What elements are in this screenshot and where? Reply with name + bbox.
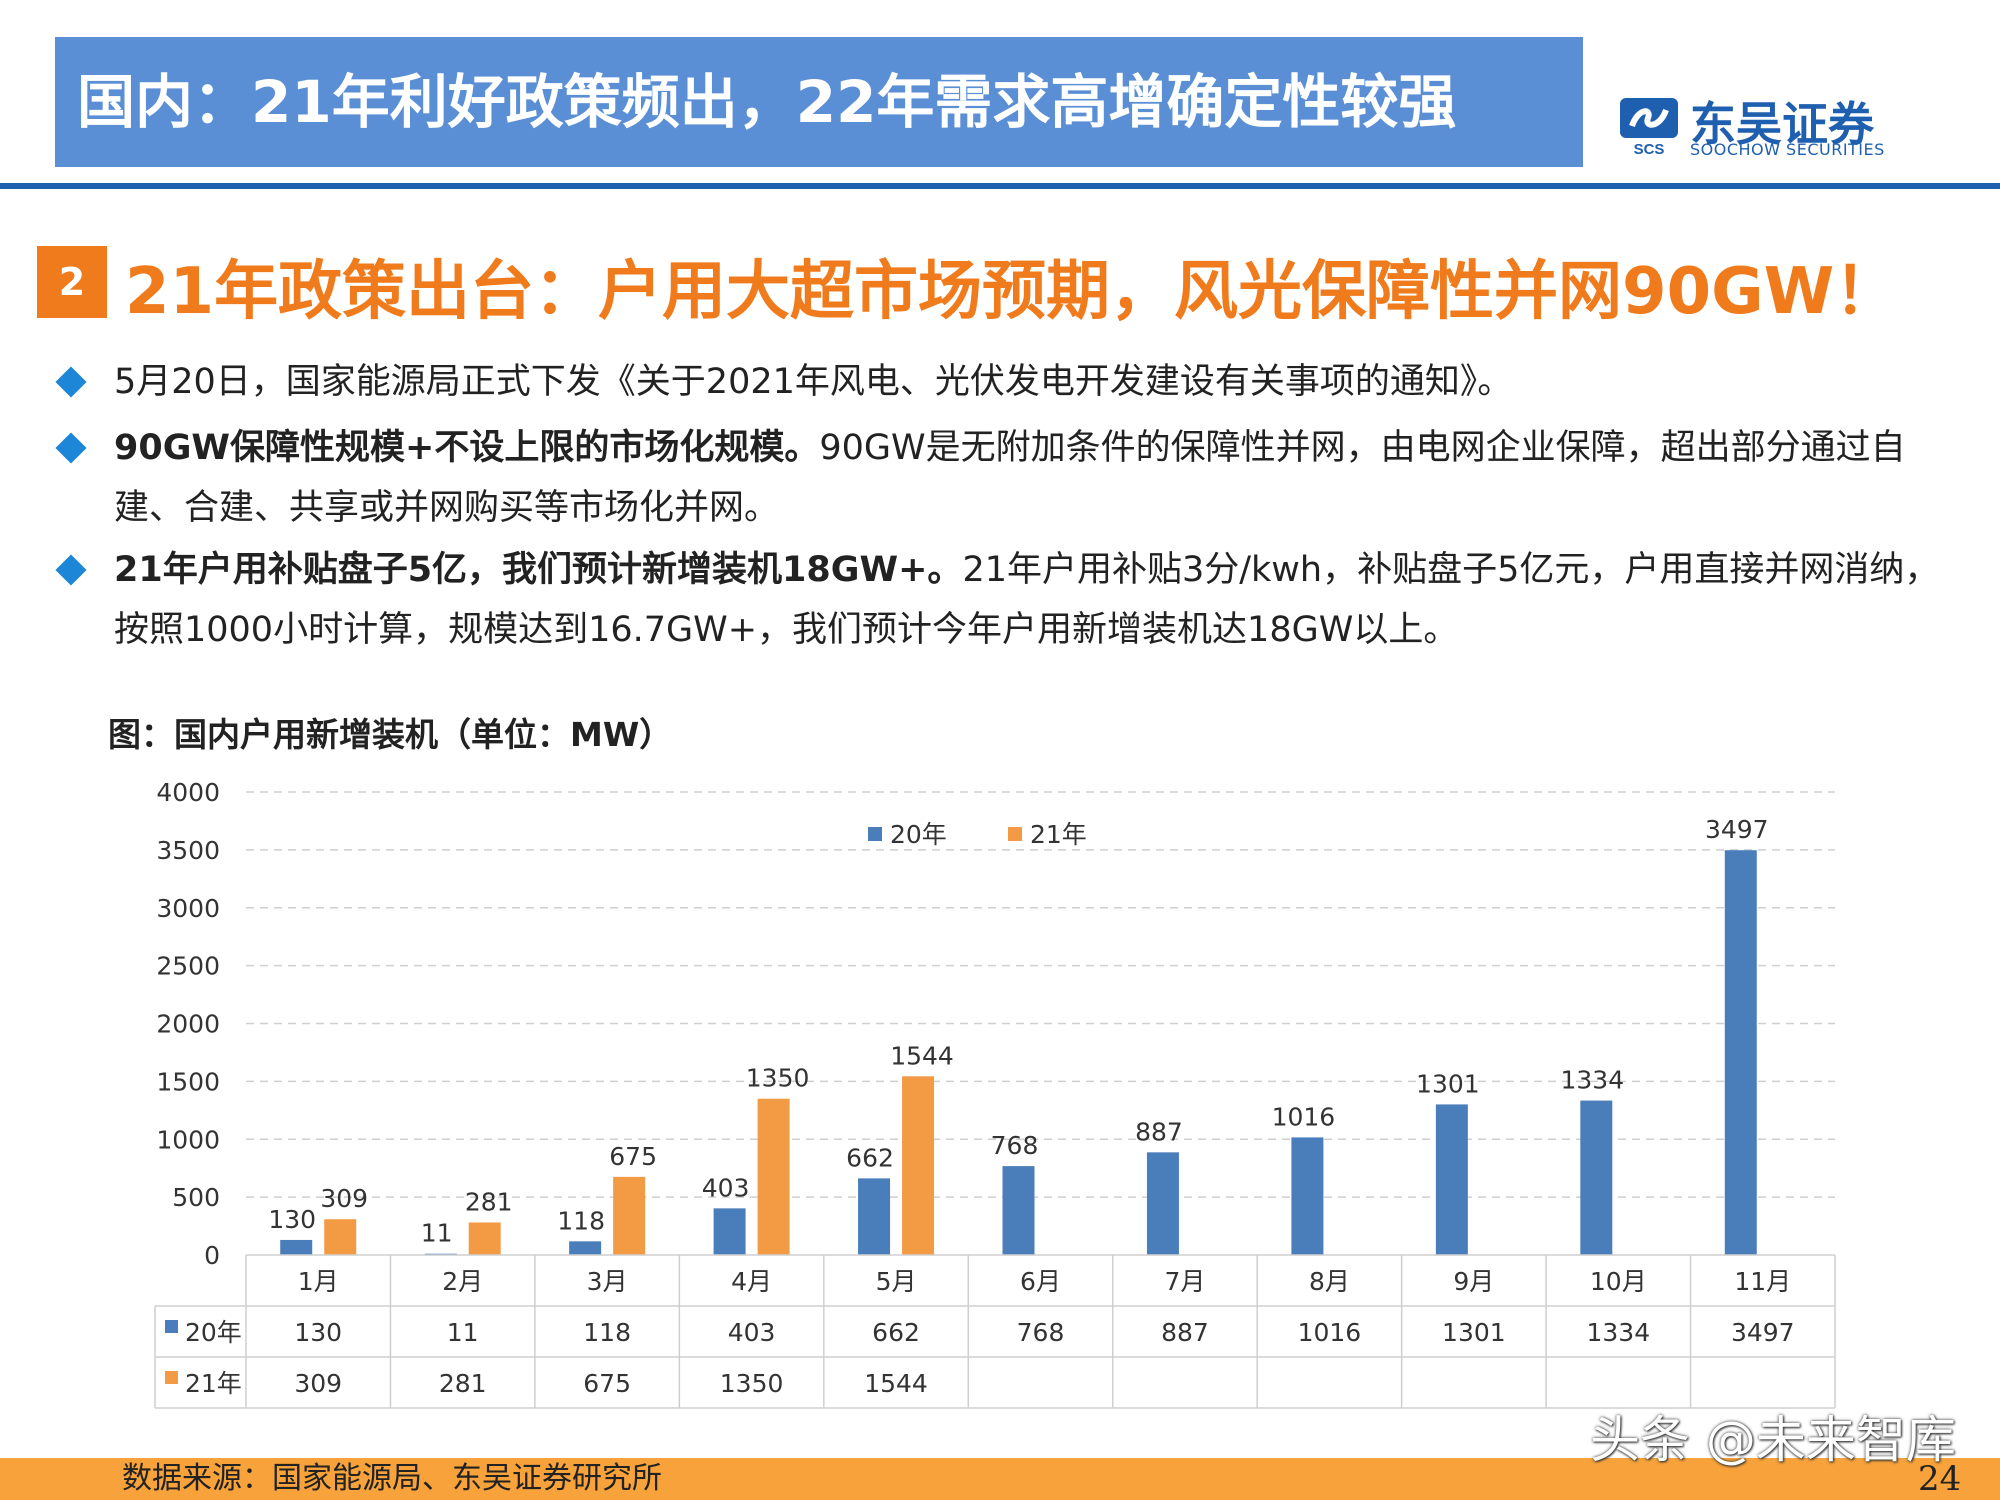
- table-cell: 309: [294, 1369, 342, 1398]
- legend-label: 20年: [890, 820, 947, 849]
- bullet-item: 90GW保障性规模+不设上限的市场化规模。90GW是无附加条件的保障性并网，由电…: [52, 418, 1942, 538]
- table-cell: 675: [583, 1369, 631, 1398]
- bar: [324, 1219, 357, 1255]
- y-tick-label: 2500: [156, 952, 220, 981]
- logo-name: 东吴证券: [1690, 97, 1874, 151]
- x-tick-label: 9月: [1453, 1267, 1494, 1296]
- table-legend-swatch: [165, 1320, 178, 1333]
- table-cell: 662: [872, 1318, 920, 1347]
- bullet-text: 21年户用补贴3分/kwh，补贴盘子5亿元，户用直接并网消纳，按照1000小时计…: [114, 550, 1940, 650]
- slide-title: 国内：21年利好政策频出，22年需求高增确定性较强: [77, 68, 1457, 136]
- data-label: 11: [421, 1219, 453, 1248]
- table-legend-swatch: [165, 1371, 178, 1384]
- company-logo: SCS 东吴证券 SOOCHOW SECURITIES: [1618, 88, 1958, 160]
- table-cell: 118: [583, 1318, 631, 1347]
- chart-title: 图：国内户用新增装机（单位：MW）: [108, 715, 673, 754]
- bar: [1291, 1137, 1324, 1255]
- data-source: 数据来源：国家能源局、东吴证券研究所: [122, 1461, 662, 1496]
- data-label: 118: [557, 1206, 605, 1235]
- logo-abbr: SCS: [1634, 141, 1665, 158]
- table-cell: 1334: [1587, 1318, 1651, 1347]
- data-label: 403: [702, 1173, 750, 1202]
- legend-swatch: [868, 827, 882, 841]
- table-cell: 1544: [864, 1369, 928, 1398]
- footer-bar: [0, 1458, 2000, 1500]
- bar: [1580, 1100, 1613, 1255]
- table-cell: 768: [1017, 1318, 1065, 1347]
- table-cell: 1016: [1298, 1318, 1362, 1347]
- bar: [569, 1241, 602, 1255]
- logo-mark-icon: SCS: [1620, 98, 1678, 158]
- bar: [280, 1239, 313, 1255]
- logo-english-name: SOOCHOW SECURITIES: [1690, 140, 1885, 159]
- table-series-label: 21年: [185, 1369, 242, 1398]
- data-label: 675: [609, 1142, 657, 1171]
- y-tick-label: 500: [172, 1183, 220, 1212]
- table-cell: 3497: [1731, 1318, 1795, 1347]
- bar: [713, 1208, 746, 1255]
- data-label: 887: [1135, 1117, 1183, 1146]
- data-label: 309: [320, 1184, 368, 1213]
- bullet-text: 5月20日，国家能源局正式下发《关于2021年风电、光伏发电开发建设有关事项的通…: [114, 362, 1513, 402]
- title-banner: 国内：21年利好政策频出，22年需求高增确定性较强: [55, 37, 1583, 167]
- table-cell: 11: [447, 1318, 479, 1347]
- data-label: 281: [465, 1187, 513, 1216]
- bar: [1435, 1104, 1468, 1255]
- x-tick-label: 6月: [1020, 1267, 1061, 1296]
- x-tick-label: 10月: [1590, 1267, 1647, 1296]
- legend-swatch: [1008, 827, 1022, 841]
- bar: [1724, 850, 1757, 1255]
- y-tick-label: 4000: [156, 778, 220, 807]
- data-label: 1544: [890, 1041, 954, 1070]
- bullet-item: 5月20日，国家能源局正式下发《关于2021年风电、光伏发电开发建设有关事项的通…: [52, 352, 1942, 412]
- table-cell: 403: [728, 1318, 776, 1347]
- header-divider: [0, 183, 2000, 189]
- bullet-text: 90GW是无附加条件的保障性并网，由电网企业保障，超出部分通过自建、合建、共享或…: [114, 428, 1906, 528]
- bullet-item: 21年户用补贴盘子5亿，我们预计新增装机18GW+。21年户用补贴3分/kwh，…: [52, 540, 1942, 660]
- bar: [468, 1222, 501, 1255]
- section-number-badge: 2: [37, 246, 107, 318]
- data-label: 1301: [1416, 1069, 1480, 1098]
- table-cell: 1350: [720, 1369, 784, 1398]
- y-tick-label: 1500: [156, 1067, 220, 1096]
- x-tick-label: 8月: [1309, 1267, 1350, 1296]
- watermark: 头条 @未来智库: [1590, 1411, 1956, 1469]
- x-tick-label: 3月: [587, 1267, 628, 1296]
- table-cell: 130: [294, 1318, 342, 1347]
- bar: [613, 1176, 646, 1255]
- x-tick-label: 2月: [442, 1267, 483, 1296]
- bar: [757, 1098, 790, 1255]
- bar: [858, 1178, 891, 1255]
- bullet-bold-text: 90GW保障性规模+不设上限的市场化规模。: [114, 428, 820, 468]
- legend-label: 21年: [1030, 820, 1087, 849]
- page-number: 24: [1918, 1459, 1962, 1499]
- x-tick-label: 4月: [731, 1267, 772, 1296]
- y-tick-label: 1000: [156, 1125, 220, 1154]
- data-label: 1334: [1561, 1066, 1625, 1095]
- table-cell: 887: [1161, 1318, 1209, 1347]
- table-series-label: 20年: [185, 1318, 242, 1347]
- bullet-bold-text: 21年户用补贴盘子5亿，我们预计新增装机18GW+。: [114, 550, 963, 590]
- bar: [1002, 1166, 1035, 1255]
- y-tick-label: 3500: [156, 836, 220, 865]
- data-label: 3497: [1705, 815, 1769, 844]
- x-tick-label: 5月: [876, 1267, 917, 1296]
- table-cell: 1301: [1442, 1318, 1506, 1347]
- data-label: 662: [846, 1143, 894, 1172]
- x-tick-label: 7月: [1165, 1267, 1206, 1296]
- section-title: 21年政策出台：户用大超市场预期，风光保障性并网90GW！: [125, 255, 1899, 329]
- y-tick-label: 3000: [156, 894, 220, 923]
- x-tick-label: 1月: [298, 1267, 339, 1296]
- data-label: 130: [268, 1205, 316, 1234]
- data-label: 1350: [746, 1064, 810, 1093]
- y-tick-label: 2000: [156, 1010, 220, 1039]
- data-label: 1016: [1272, 1102, 1336, 1131]
- y-tick-label: 0: [204, 1241, 220, 1270]
- table-cell: 281: [439, 1369, 487, 1398]
- bar: [1146, 1152, 1179, 1255]
- x-tick-label: 11月: [1734, 1267, 1791, 1296]
- bar: [902, 1076, 935, 1255]
- data-label: 768: [991, 1131, 1039, 1160]
